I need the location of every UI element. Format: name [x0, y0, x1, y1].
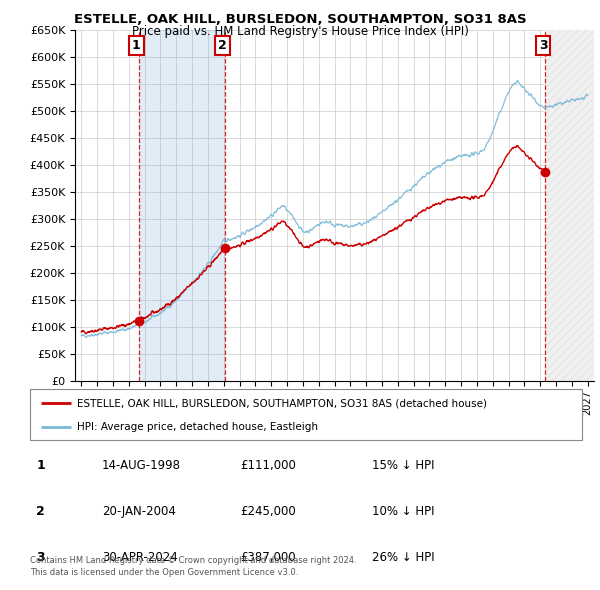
Text: £111,000: £111,000 — [240, 459, 296, 472]
Text: 3: 3 — [539, 39, 547, 52]
Text: ESTELLE, OAK HILL, BURSLEDON, SOUTHAMPTON, SO31 8AS (detached house): ESTELLE, OAK HILL, BURSLEDON, SOUTHAMPTO… — [77, 398, 487, 408]
Text: 2: 2 — [36, 505, 45, 518]
Text: £245,000: £245,000 — [240, 505, 296, 518]
Text: 20-JAN-2004: 20-JAN-2004 — [102, 505, 176, 518]
Text: Contains HM Land Registry data © Crown copyright and database right 2024.
This d: Contains HM Land Registry data © Crown c… — [30, 556, 356, 577]
Text: ESTELLE, OAK HILL, BURSLEDON, SOUTHAMPTON, SO31 8AS: ESTELLE, OAK HILL, BURSLEDON, SOUTHAMPTO… — [74, 13, 526, 26]
Text: £387,000: £387,000 — [240, 551, 296, 564]
Text: 1: 1 — [132, 39, 140, 52]
Text: 1: 1 — [36, 459, 45, 472]
Text: Price paid vs. HM Land Registry's House Price Index (HPI): Price paid vs. HM Land Registry's House … — [131, 25, 469, 38]
Text: 26% ↓ HPI: 26% ↓ HPI — [372, 551, 434, 564]
Text: 3: 3 — [36, 551, 45, 564]
Text: 2: 2 — [218, 39, 227, 52]
Text: HPI: Average price, detached house, Eastleigh: HPI: Average price, detached house, East… — [77, 422, 318, 432]
Bar — [139, 30, 224, 381]
Text: 15% ↓ HPI: 15% ↓ HPI — [372, 459, 434, 472]
Text: 30-APR-2024: 30-APR-2024 — [102, 551, 178, 564]
Text: 10% ↓ HPI: 10% ↓ HPI — [372, 505, 434, 518]
Text: 14-AUG-1998: 14-AUG-1998 — [102, 459, 181, 472]
